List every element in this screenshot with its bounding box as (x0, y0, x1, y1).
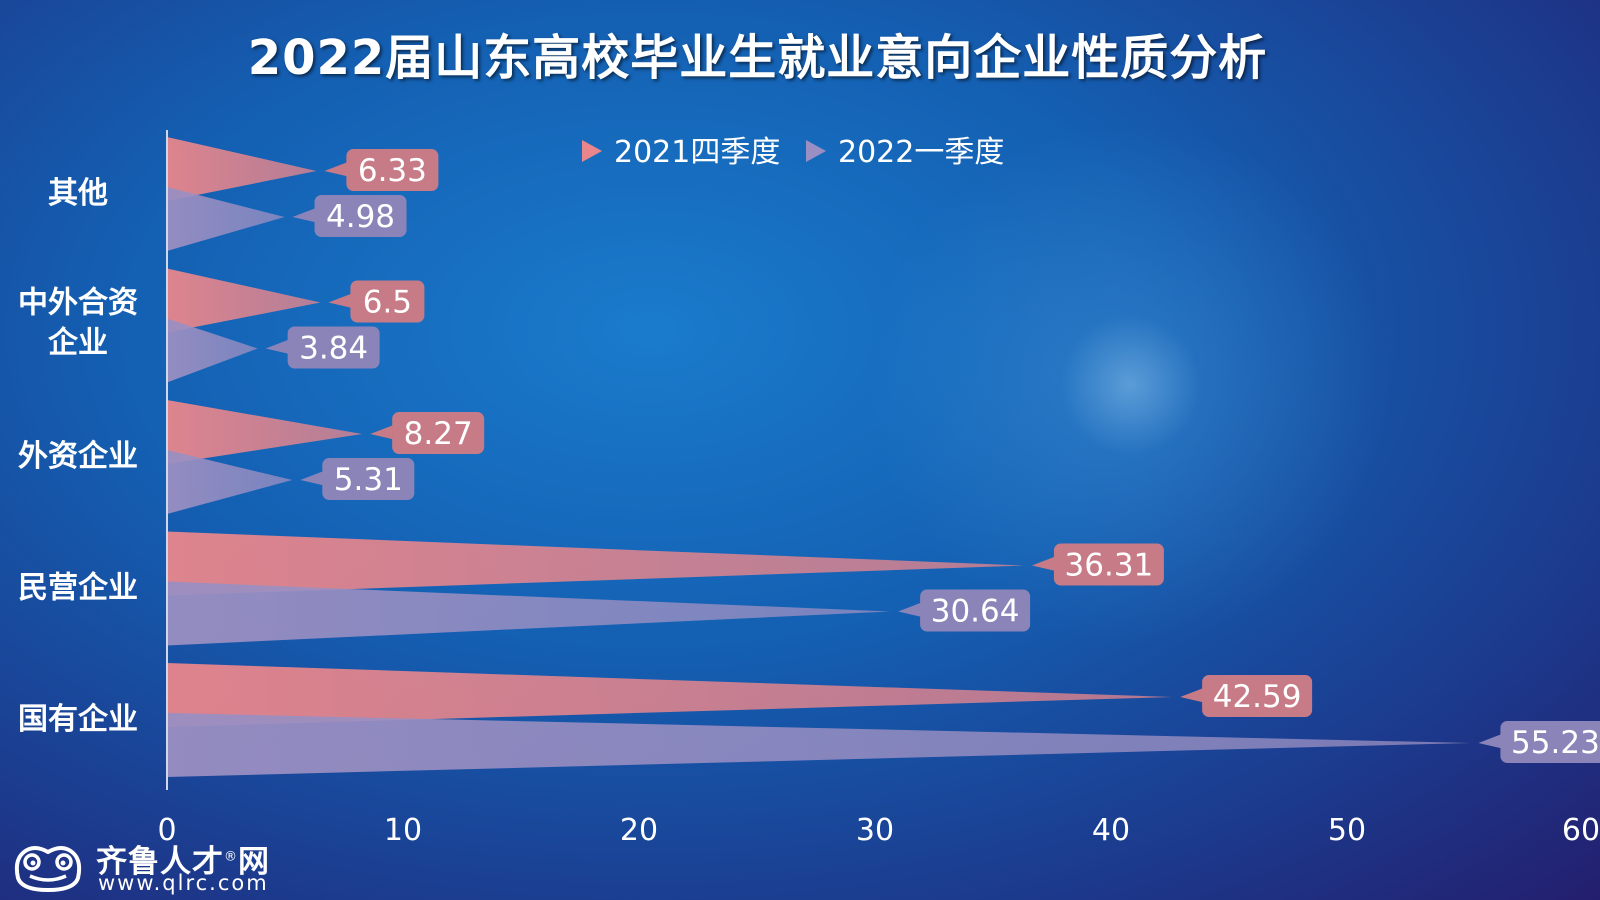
data-label-0-1: 4.98 (326, 199, 395, 235)
frog-icon (14, 846, 82, 893)
bar-3-0 (167, 531, 1024, 596)
data-label-box-4-0 (1202, 675, 1313, 717)
x-tick-label-6: 60 (1562, 813, 1600, 848)
data-label-pointer-0-0 (324, 161, 351, 177)
bars (167, 137, 1471, 777)
data-label-pointer-1-1 (265, 338, 292, 355)
registered-mark: ® (224, 849, 238, 865)
data-label-4-1: 55.23 (1511, 725, 1600, 761)
data-label-box-0-1 (314, 195, 407, 237)
category-label-0: 其他 (48, 176, 108, 211)
category-label-1: 中外合资企业 (18, 286, 138, 361)
legend-marker-1 (806, 140, 826, 162)
x-tick-label-1: 10 (384, 813, 422, 848)
data-label-box-0-0 (346, 149, 439, 191)
data-label-pointer-0-1 (292, 207, 319, 223)
brand-logo-block: 齐鲁人才®网 www.qlrc.com (8, 836, 308, 896)
bar-4-0 (167, 663, 1173, 727)
x-tick-label-3: 30 (856, 813, 894, 848)
data-label-4-0: 42.59 (1213, 679, 1302, 715)
brand-url: www.qlrc.com (98, 871, 269, 895)
data-label-3-1: 30.64 (931, 594, 1020, 630)
brand-suffix: 网 (238, 844, 270, 880)
x-tick-label-5: 50 (1328, 813, 1366, 848)
bar-0-1 (167, 187, 285, 251)
data-label-pointer-2-1 (300, 470, 327, 486)
data-label-pointer-3-1 (898, 601, 925, 618)
data-label-box-3-0 (1053, 543, 1164, 586)
data-label-box-3-1 (920, 589, 1031, 632)
bar-2-1 (167, 450, 293, 514)
data-label-2-0: 8.27 (404, 416, 473, 452)
data-label-box-2-1 (322, 458, 415, 500)
data-label-pointer-4-0 (1180, 687, 1207, 703)
bar-1-1 (167, 318, 258, 383)
legend: 2021四季度 2022一季度 (582, 135, 1004, 170)
legend-label-0: 2021四季度 (614, 135, 780, 170)
brand-name-text: 齐鲁人才 (96, 844, 224, 880)
x-tick-label-0: 0 (157, 813, 176, 848)
legend-marker-0 (582, 140, 602, 162)
data-label-pointer-3-0 (1031, 555, 1058, 572)
category-label-2: 外资企业 (18, 439, 138, 474)
data-label-box-1-1 (287, 326, 380, 369)
data-label-box-4-1 (1500, 721, 1600, 763)
data-label-box-2-0 (392, 412, 485, 454)
data-label-0-0: 6.33 (358, 153, 427, 189)
data-label-2-1: 5.31 (334, 462, 403, 498)
brand-name: 齐鲁人才®网 (96, 836, 270, 881)
bar-1-0 (167, 268, 321, 333)
page-title: 2022届山东高校毕业生就业意向企业性质分析 (247, 30, 1268, 86)
data-label-pointer-1-0 (328, 292, 355, 309)
data-label-1-1: 3.84 (299, 331, 368, 367)
data-label-box-1-0 (350, 280, 425, 323)
x-ticks: 0 10 20 30 40 50 60 (157, 813, 1600, 848)
bar-0-0 (167, 137, 317, 201)
x-tick-label-2: 20 (620, 813, 658, 848)
legend-label-1: 2022一季度 (838, 135, 1004, 170)
x-tick-label-4: 40 (1092, 813, 1130, 848)
category-label-4: 国有企业 (18, 702, 138, 737)
data-label-1-0: 6.5 (363, 285, 412, 321)
data-label-3-0: 36.31 (1065, 548, 1154, 584)
bar-3-1 (167, 581, 891, 646)
data-labels: 6.33 4.98 6.5 3.84 8.275.31 36.31 30.64 42.59 55… (265, 149, 1600, 763)
bar-2-0 (167, 400, 363, 464)
data-label-pointer-2-0 (370, 424, 397, 440)
bar-4-1 (167, 713, 1471, 777)
data-label-pointer-4-1 (1478, 733, 1505, 749)
category-label-3: 民营企业 (18, 571, 138, 606)
